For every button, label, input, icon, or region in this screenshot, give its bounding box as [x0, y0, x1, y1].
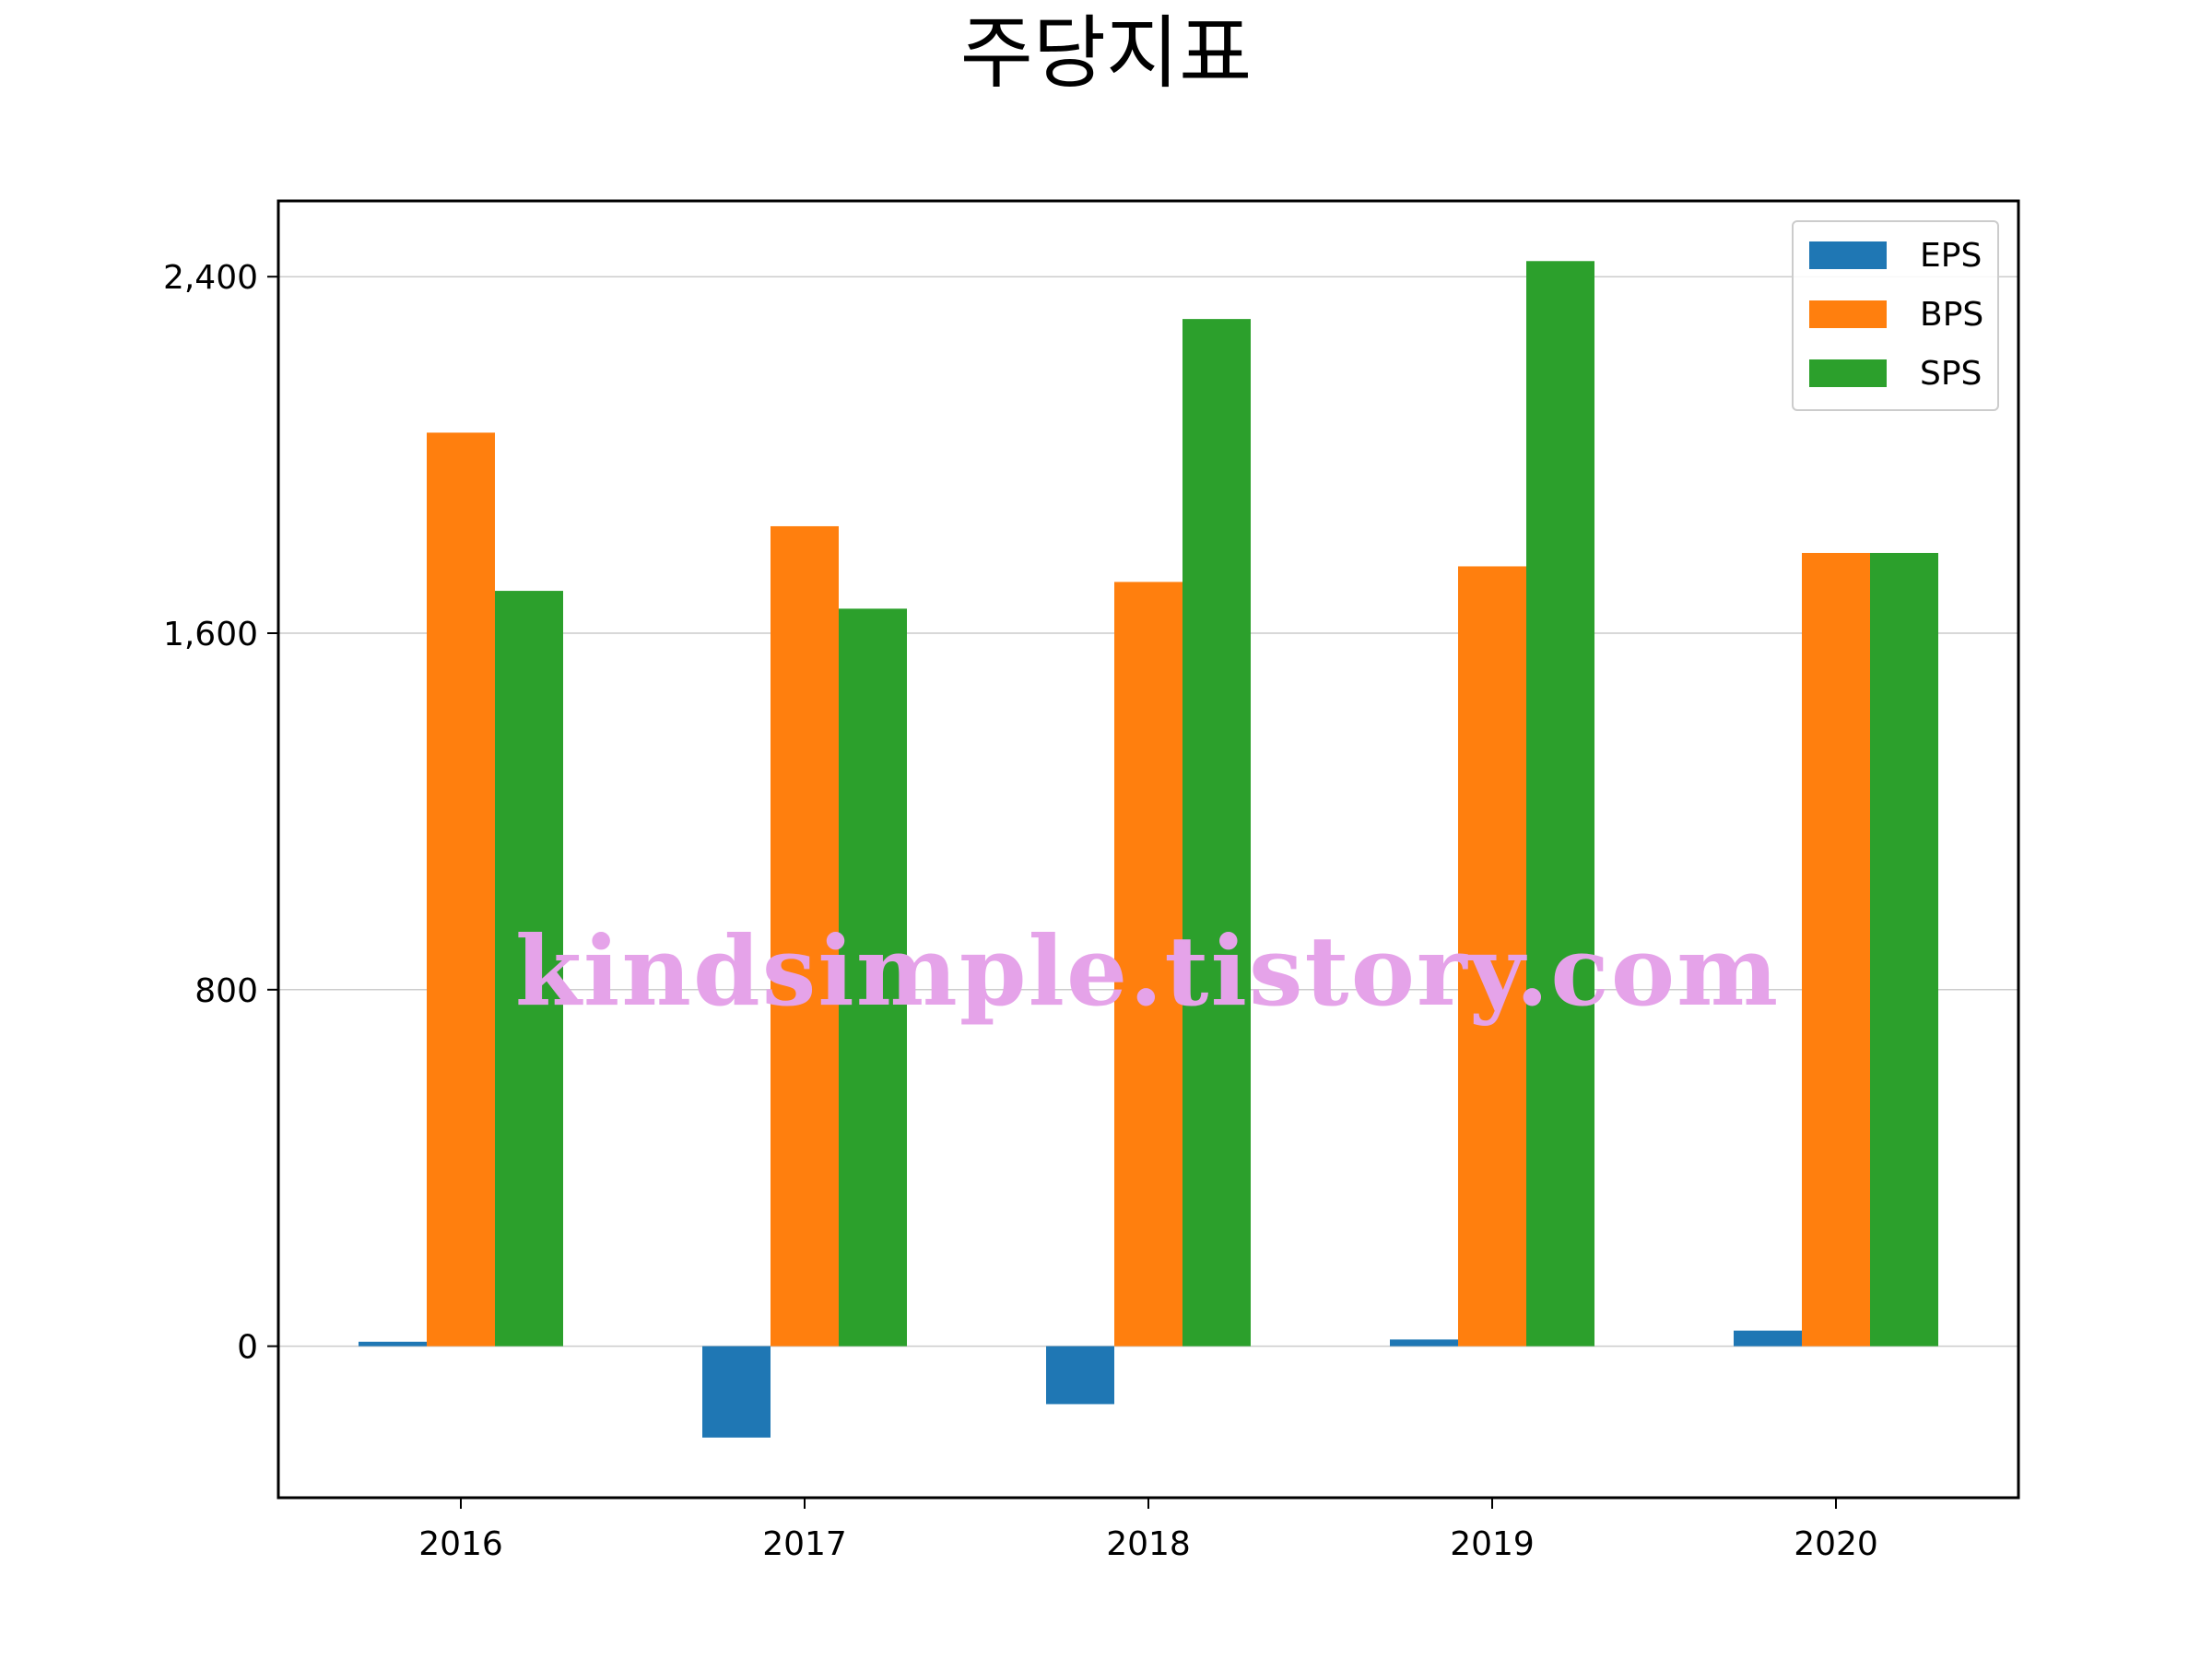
bar-eps-2018 — [1046, 1346, 1114, 1405]
y-tick-label: 1,600 — [163, 616, 258, 653]
legend-label-sps: SPS — [1920, 355, 1982, 393]
y-tick-label: 0 — [237, 1329, 258, 1367]
watermark-text: kindsimple.tistory.com — [515, 914, 1780, 1028]
x-tick-label: 2019 — [1450, 1525, 1535, 1563]
x-tick-label: 2017 — [762, 1525, 847, 1563]
legend-label-eps: EPS — [1920, 237, 1982, 275]
bar-bps-2020 — [1802, 552, 1870, 1347]
x-tick-label: 2018 — [1106, 1525, 1191, 1563]
bar-eps-2017 — [702, 1346, 771, 1438]
y-tick-label: 800 — [194, 972, 258, 1010]
bar-eps-2019 — [1390, 1339, 1458, 1347]
chart-title: 주당지표 — [959, 7, 1253, 100]
legend-swatch-bps — [1809, 300, 1887, 328]
bars — [359, 261, 1938, 1438]
bar-eps-2016 — [359, 1341, 427, 1347]
bar-sps-2017 — [839, 608, 907, 1347]
legend-swatch-sps — [1809, 359, 1887, 387]
legend-swatch-eps — [1809, 241, 1887, 269]
bar-sps-2016 — [495, 591, 563, 1347]
x-tick-label: 2020 — [1794, 1525, 1878, 1563]
bar-bps-2016 — [427, 432, 495, 1347]
bar-sps-2019 — [1526, 261, 1594, 1347]
bar-bps-2017 — [771, 525, 839, 1347]
bar-sps-2020 — [1870, 552, 1938, 1347]
axes: 0 800 1,600 2,400 2016 2017 2018 2019 2020 — [163, 259, 1878, 1563]
legend-label-bps: BPS — [1920, 296, 1983, 334]
bar-bps-2019 — [1458, 566, 1526, 1347]
x-tick-label: 2016 — [418, 1525, 503, 1563]
bar-eps-2020 — [1734, 1330, 1802, 1347]
bar-sps-2018 — [1182, 319, 1251, 1347]
legend: EPS BPS SPS — [1792, 220, 1999, 411]
bar-bps-2018 — [1114, 582, 1182, 1347]
y-tick-label: 2,400 — [163, 259, 258, 297]
